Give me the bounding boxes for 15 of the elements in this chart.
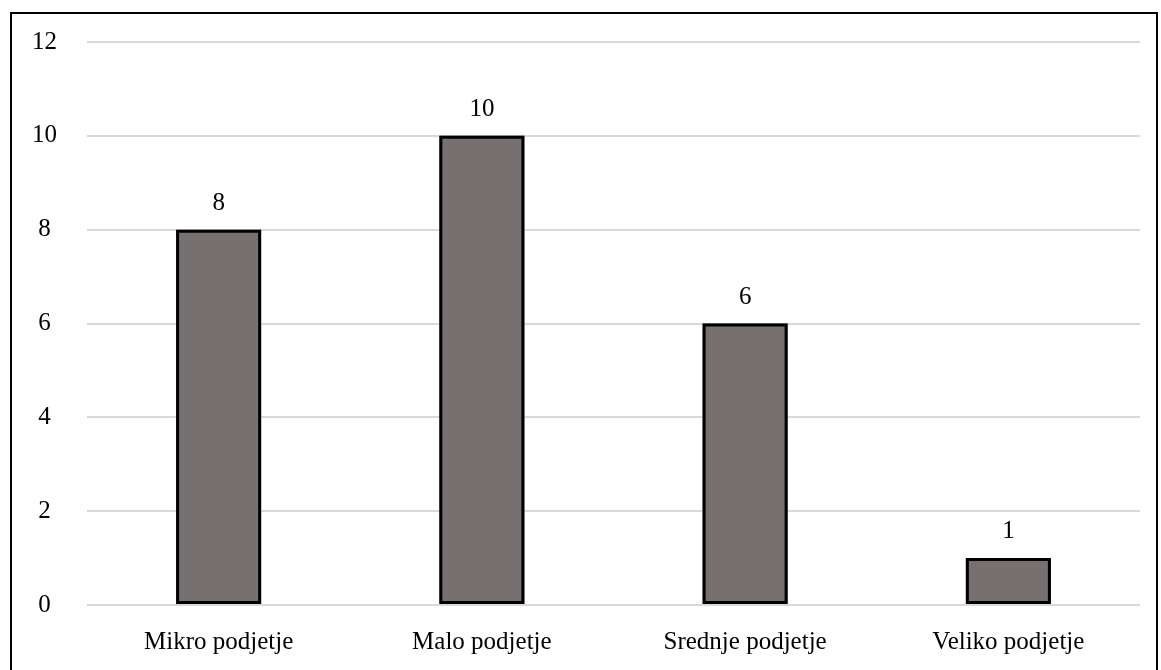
y-tick-label: 4	[38, 401, 52, 429]
x-tick-label: Veliko podjetje	[932, 626, 1085, 654]
x-tick-label: Malo podjetje	[412, 626, 552, 654]
y-tick-label: 0	[38, 589, 51, 617]
x-tick-label: Srednje podjetje	[663, 626, 827, 654]
y-tick-label: 6	[38, 308, 51, 336]
data-label: 10	[469, 93, 495, 121]
data-label: 1	[1002, 516, 1015, 544]
y-tick-label: 12	[32, 26, 57, 54]
y-tick-label: 10	[32, 120, 57, 148]
y-tick-label: 2	[38, 495, 51, 523]
data-label: 8	[212, 187, 225, 215]
y-tick-label: 8	[38, 214, 51, 242]
x-tick-label: Mikro podjetje	[143, 626, 294, 654]
data-label: 6	[738, 281, 752, 309]
